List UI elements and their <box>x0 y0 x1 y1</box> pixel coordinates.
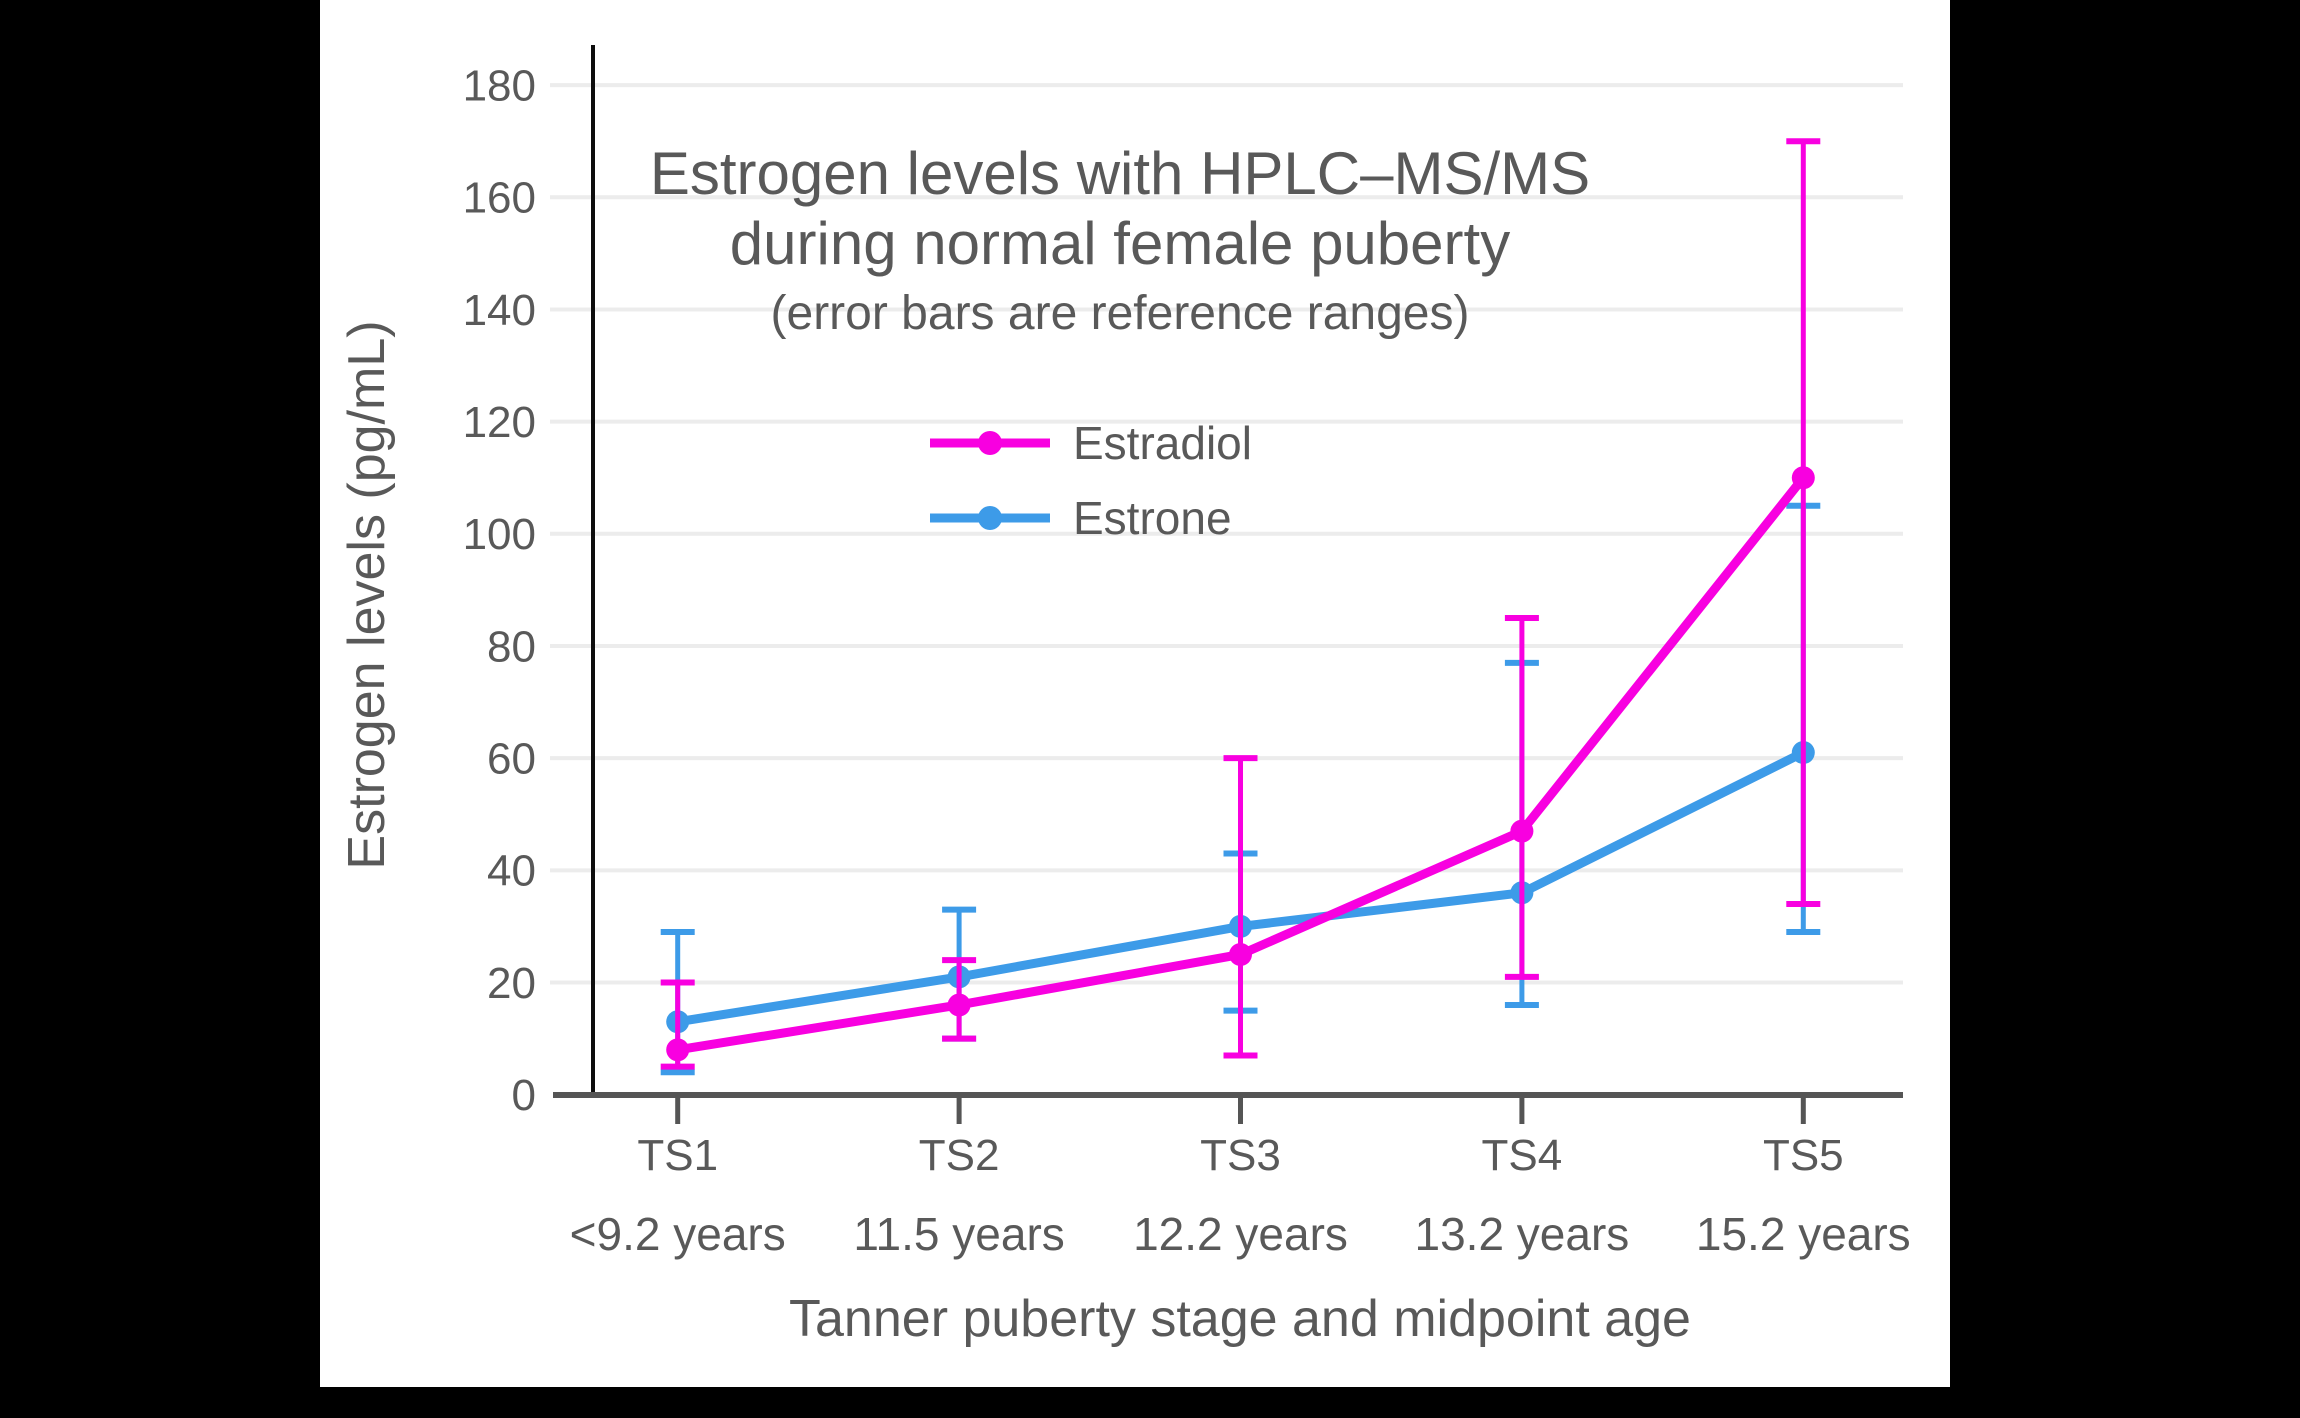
stage-label: TS2 <box>919 1131 1000 1180</box>
age-label: 15.2 years <box>1696 1208 1911 1260</box>
x-category-labels: TS1 <9.2 years TS2 11.5 years TS3 12.2 years T… <box>570 1131 1911 1260</box>
y-tick-label: 100 <box>463 510 536 559</box>
y-tick-label: 0 <box>512 1071 536 1120</box>
series-estradiol <box>660 138 1821 1070</box>
y-tick-label: 60 <box>487 735 536 784</box>
age-label: 12.2 years <box>1133 1208 1348 1260</box>
chart-subtitle: (error bars are reference ranges) <box>771 287 1470 340</box>
x-axis-title: Tanner puberty stage and midpoint age <box>789 1290 1691 1348</box>
y-tick-label: 80 <box>487 622 536 671</box>
stage-label: TS1 <box>637 1131 718 1180</box>
chart-title-line1: Estrogen levels with HPLC–MS/MS <box>650 140 1590 207</box>
legend: Estradiol Estrone <box>930 417 1252 544</box>
y-tick-label: 180 <box>463 62 536 111</box>
legend-label: Estradiol <box>1073 417 1252 469</box>
legend-label: Estrone <box>1073 492 1232 544</box>
data-point <box>947 993 971 1017</box>
legend-item: Estrone <box>930 492 1232 544</box>
chart-canvas: 0 20 40 60 80 100 120 140 160 180 TS1 <9.2 years TS… <box>320 0 1950 1387</box>
y-tick-label: 160 <box>463 174 536 223</box>
legend-swatch-marker <box>978 506 1002 530</box>
y-axis-title: Estrogen levels (pg/mL) <box>338 320 396 869</box>
data-point <box>1510 819 1534 843</box>
stage-label: TS5 <box>1763 1131 1844 1180</box>
legend-item: Estradiol <box>930 417 1252 469</box>
stage-label: TS3 <box>1200 1131 1281 1180</box>
age-label: 13.2 years <box>1415 1208 1630 1260</box>
age-label: 11.5 years <box>853 1208 1064 1260</box>
age-label: <9.2 years <box>570 1208 786 1260</box>
data-point <box>1229 942 1252 966</box>
data-point <box>1791 466 1815 490</box>
data-series <box>660 138 1821 1076</box>
legend-swatch-marker <box>978 431 1002 455</box>
x-axis-ticks <box>675 1095 1806 1124</box>
y-tick-label: 120 <box>463 398 536 447</box>
y-tick-label: 40 <box>487 847 536 896</box>
y-tick-label: 140 <box>463 286 536 335</box>
y-tick-labels: 0 20 40 60 80 100 120 140 160 180 <box>463 62 536 1121</box>
chart-title-line2: during normal female puberty <box>730 210 1510 277</box>
stage-label: TS4 <box>1482 1131 1563 1180</box>
data-point <box>666 1038 690 1062</box>
gridlines <box>550 83 1903 985</box>
y-tick-label: 20 <box>487 959 536 1008</box>
